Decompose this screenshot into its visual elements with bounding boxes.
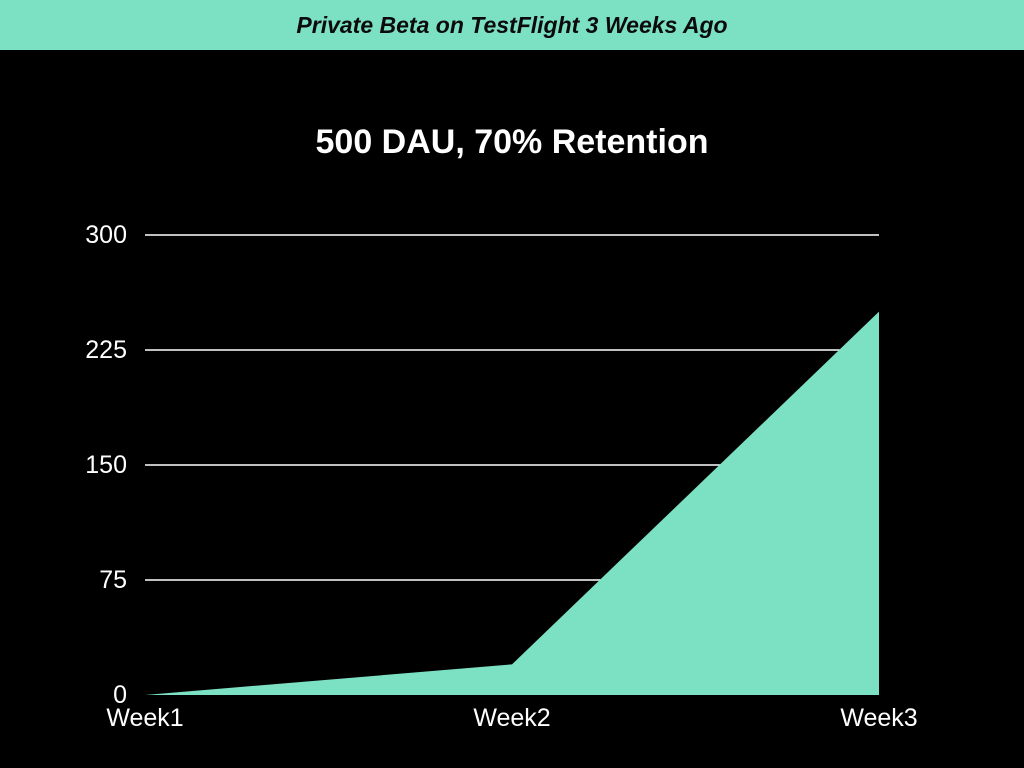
y-tick-label: 75 xyxy=(99,566,127,594)
y-tick-label: 300 xyxy=(85,221,127,249)
banner-title: Private Beta on TestFlight 3 Weeks Ago xyxy=(296,11,728,38)
area-series xyxy=(145,311,879,695)
y-tick-label: 150 xyxy=(85,451,127,479)
y-tick-label: 0 xyxy=(113,681,127,709)
chart-title: 500 DAU, 70% Retention xyxy=(315,123,709,161)
x-tick-label: Week3 xyxy=(840,704,918,732)
header-banner: Private Beta on TestFlight 3 Weeks Ago xyxy=(0,0,1024,50)
y-tick-label: 225 xyxy=(85,336,127,364)
x-tick-label: Week2 xyxy=(473,704,551,732)
x-tick-label: Week1 xyxy=(106,704,184,732)
